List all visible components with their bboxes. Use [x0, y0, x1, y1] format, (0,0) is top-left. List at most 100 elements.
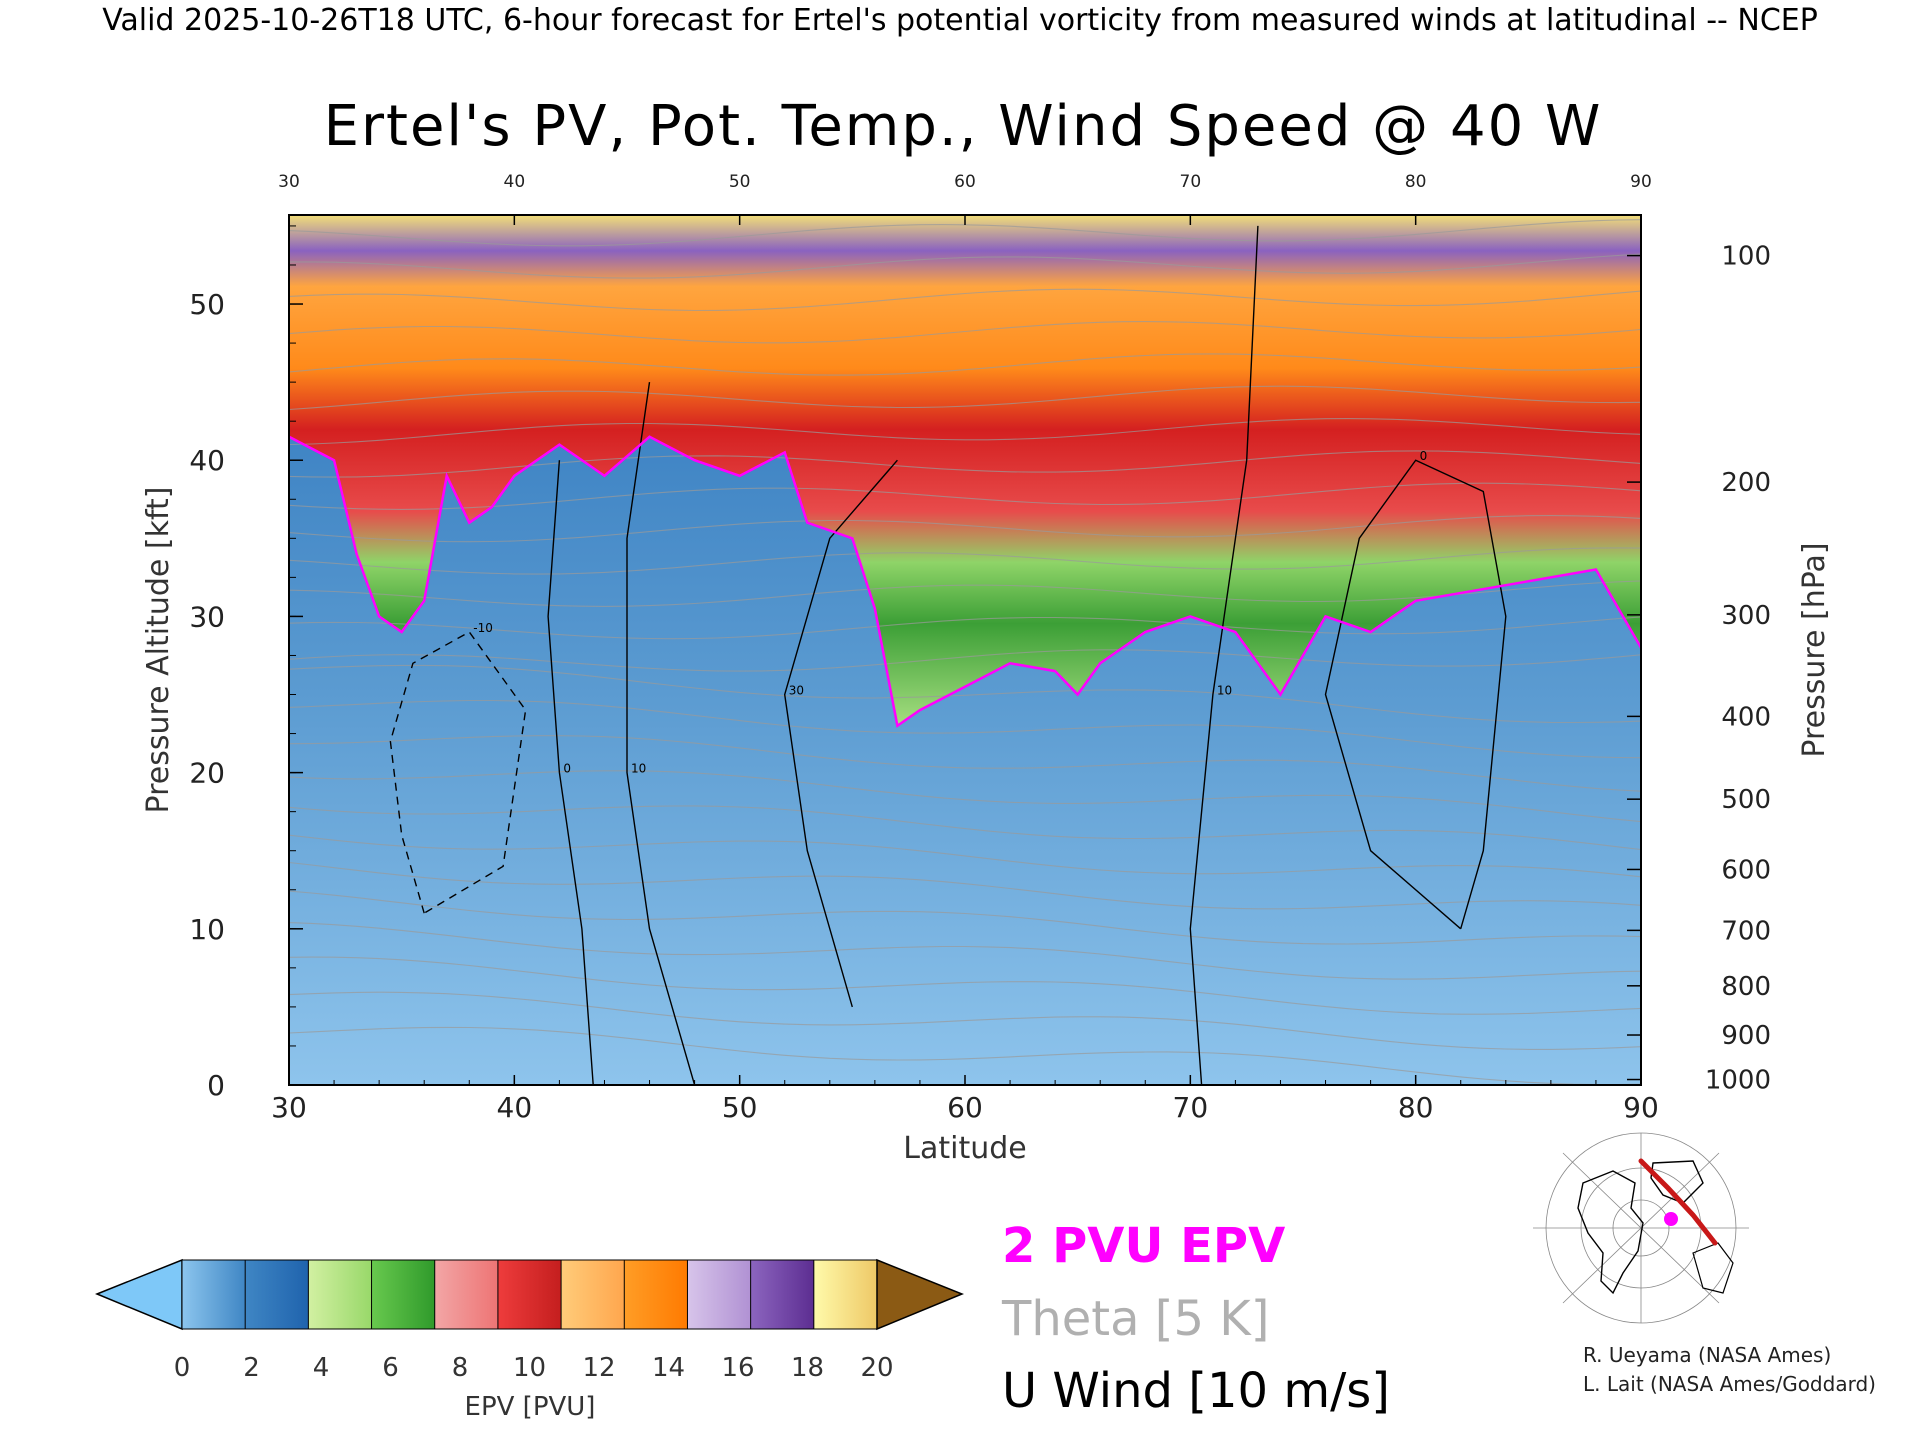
theta-isentrope [289, 515, 1641, 543]
colorbar-label: EPV [PVU] [465, 1392, 596, 1422]
pressure-axis-label: Pressure [hPa] [1797, 542, 1832, 757]
x-axis-label: Latitude [903, 1131, 1026, 1166]
colorbar-tick-label: 6 [382, 1353, 399, 1383]
colorbar-tick-label: 10 [513, 1353, 546, 1383]
map-section-track [1638, 1158, 1718, 1246]
u-wind-contour [547, 460, 594, 1085]
y-tick-label: 40 [189, 444, 225, 477]
theta-isentrope [289, 321, 1641, 344]
theta-isentrope [289, 450, 1641, 478]
epv-colorbar: 0 2 4 6 8 10 12 14 16 18 20 EPV [PVU] [95, 1258, 964, 1422]
colorbar-bin [686, 1259, 752, 1330]
theta-isentrope [289, 956, 1641, 1015]
y-tick-label: 10 [189, 913, 225, 946]
u-wind-negative-contour [389, 631, 527, 914]
legend-2pvu: 2 PVU EPV [1002, 1218, 1285, 1274]
y-tick-label: 0 [207, 1069, 225, 1102]
y-tick-label: 30 [189, 600, 225, 633]
u-wind-contour [626, 382, 696, 1085]
x-tick-label: 90 [1623, 1091, 1659, 1124]
theta-isentrope [289, 770, 1641, 823]
theta-isentrope [289, 649, 1641, 672]
map-location-marker [1664, 1212, 1678, 1226]
pressure-tick-label: 600 [1721, 855, 1771, 885]
colorbar-bin [307, 1259, 373, 1330]
colorbar-bin [750, 1259, 815, 1330]
x-tick-label: 80 [1398, 1091, 1434, 1124]
theta-isentrope [289, 353, 1641, 376]
credit-line-2: L. Lait (NASA Ames/Goddard) [1583, 1372, 1876, 1396]
theta-isentrope [289, 253, 1641, 279]
x-top-tick-label: 60 [954, 172, 976, 192]
theta-isentrope [289, 288, 1641, 312]
chart-title: Ertel's PV, Pot. Temp., Wind Speed @ 40 … [324, 94, 1603, 159]
x-tick-label: 60 [947, 1091, 983, 1124]
location-map [1533, 1132, 1749, 1324]
x-top-tick-label: 90 [1630, 172, 1652, 192]
pressure-tick-label: 100 [1721, 242, 1771, 272]
colorbar-bin [497, 1259, 563, 1330]
theta-isentrope [289, 890, 1641, 945]
u-wind-contour-label: 30 [789, 684, 804, 698]
tropopause-2pvu-line [289, 435, 1641, 728]
colorbar-bin [181, 1259, 247, 1330]
u-wind-contour [1189, 225, 1259, 1085]
pressure-tick-label: 1000 [1705, 1066, 1771, 1096]
colorbar-tick-label: 4 [313, 1353, 330, 1383]
x-top-tick-label: 80 [1405, 172, 1427, 192]
y-axis-label: Pressure Altitude [kft] [141, 487, 176, 814]
pressure-axis-ticks: 1000 900 800 700 600 500 400 300 200 100 [1627, 242, 1771, 1096]
pressure-tick-label: 500 [1721, 785, 1771, 815]
colorbar-bin [560, 1259, 626, 1330]
theta-contours [289, 219, 1641, 1085]
u-wind-contour [783, 459, 898, 1008]
colorbar-over-arrow [876, 1258, 964, 1331]
x-tick-label: 30 [271, 1091, 307, 1124]
colorbar-bin [371, 1259, 436, 1330]
x-tick-label: 50 [722, 1091, 758, 1124]
colorbar-bin [623, 1259, 689, 1330]
theta-isentrope [289, 385, 1641, 411]
colorbar-tick-label: 8 [452, 1353, 469, 1383]
theta-isentrope [289, 482, 1641, 510]
u-wind-contour-label: -10 [473, 621, 493, 635]
u-wind-contour-label: 10 [631, 762, 646, 776]
x-tick-label: 40 [497, 1091, 533, 1124]
theta-isentrope [289, 699, 1641, 759]
colorbar-bin [434, 1259, 499, 1330]
colorbar-tick-label: 20 [860, 1353, 893, 1383]
y-tick-label: 20 [189, 757, 225, 790]
pressure-tick-label: 900 [1721, 1021, 1771, 1051]
x-top-tick-label: 30 [278, 172, 300, 192]
colorbar-tick-label: 0 [174, 1353, 191, 1383]
x-top-tick-label: 50 [729, 172, 751, 192]
colorbar-tick-label: 16 [721, 1353, 754, 1383]
map-meridian [1562, 1152, 1720, 1304]
theta-isentrope [289, 922, 1641, 980]
credit-line-1: R. Ueyama (NASA Ames) [1583, 1343, 1831, 1367]
u-wind-contour-label: 10 [1217, 684, 1232, 698]
colorbar-tick-label: 18 [791, 1353, 824, 1383]
pressure-tick-label: 700 [1721, 916, 1771, 946]
theta-isentrope [289, 1026, 1641, 1085]
x-axis-top-ticks: 30 40 50 60 70 80 90 [278, 172, 1652, 225]
theta-isentrope [289, 805, 1641, 851]
theta-isentrope [289, 664, 1641, 724]
u-wind-contour [1324, 459, 1507, 930]
pressure-tick-label: 300 [1721, 601, 1771, 631]
y-axis-ticks: 0 10 20 30 40 50 [189, 225, 303, 1102]
forecast-banner: Valid 2025-10-26T18 UTC, 6-hour forecast… [102, 3, 1818, 38]
pressure-tick-label: 200 [1721, 468, 1771, 498]
theta-isentrope [289, 834, 1641, 878]
contour-legend: 2 PVU EPV Theta [5 K] U Wind [10 m/s] [1001, 1218, 1390, 1419]
y-tick-label: 50 [189, 288, 225, 321]
pressure-tick-label: 800 [1721, 972, 1771, 1002]
legend-u-wind: U Wind [10 m/s] [1002, 1363, 1390, 1419]
theta-isentrope [289, 861, 1641, 910]
colorbar-tick-label: 2 [243, 1353, 260, 1383]
colorbar-tick-label: 12 [582, 1353, 615, 1383]
theta-isentrope [289, 547, 1641, 575]
u-wind-contour-label: 0 [1420, 449, 1428, 463]
